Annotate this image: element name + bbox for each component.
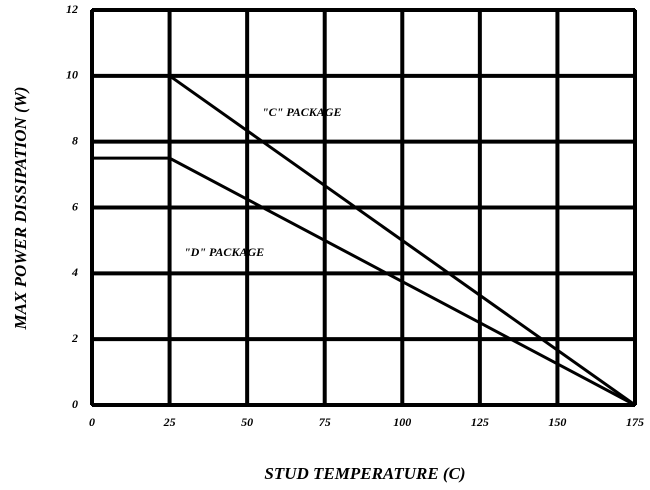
x-tick-label: 25 [163, 415, 176, 429]
y-tick-label: 10 [66, 68, 78, 82]
y-axis-label: MAX POWER DISSIPATION (W) [11, 87, 30, 331]
annotation: "D" PACKAGE [184, 245, 264, 259]
x-tick-label: 75 [319, 415, 331, 429]
y-tick-label: 8 [72, 133, 78, 147]
y-tick-label: 0 [72, 397, 78, 411]
annotation: "C" PACKAGE [262, 105, 341, 119]
y-tick-label: 2 [71, 331, 78, 345]
x-tick-label: 125 [471, 415, 489, 429]
data-line [168, 74, 636, 407]
y-tick-label: 12 [66, 2, 78, 16]
x-tick-label: 100 [393, 415, 411, 429]
data-line [92, 156, 636, 407]
y-tick-label: 6 [72, 199, 78, 213]
x-tick-label: 50 [241, 415, 253, 429]
y-tick-label: 4 [71, 265, 78, 279]
x-tick-label: 175 [626, 415, 644, 429]
x-tick-label: 0 [89, 415, 95, 429]
x-axis-label: STUD TEMPERATURE (C) [264, 464, 465, 483]
x-tick-label: 150 [548, 415, 566, 429]
